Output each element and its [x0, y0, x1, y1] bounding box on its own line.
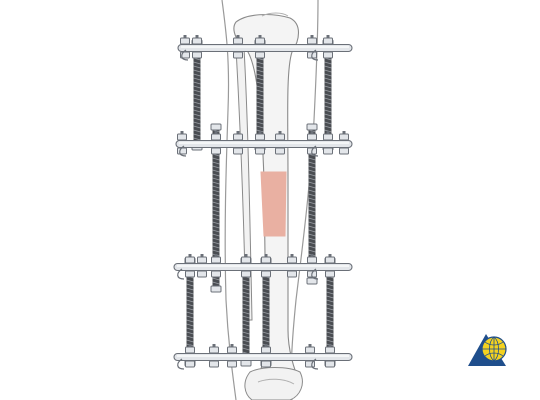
ring-nut [209, 344, 219, 368]
ring-nut [255, 131, 265, 155]
wire-clamp [311, 49, 319, 61]
ring-nut [325, 254, 335, 278]
threaded-rods [184, 39, 336, 367]
ring-nut [180, 35, 190, 59]
ring-nut [339, 131, 349, 155]
fixator-ring [173, 254, 353, 280]
wire-clamp [177, 268, 185, 280]
fixator-rings [173, 35, 353, 370]
wire-clamp [311, 145, 319, 157]
ring-nut [255, 35, 265, 59]
ring-nut [233, 35, 243, 59]
globe-triangle-logo-icon [468, 334, 507, 366]
ring-nut [325, 344, 335, 368]
wire-clamp [181, 49, 189, 61]
ring-nut [211, 254, 221, 278]
wire-clamp [311, 358, 319, 370]
fixator-ring [175, 131, 353, 157]
wire-clamp [179, 145, 187, 157]
fixator-ring [177, 35, 353, 61]
ring-nut [197, 254, 207, 278]
ring-nut [185, 254, 195, 278]
wire-clamp [311, 268, 319, 280]
wire-clamp [177, 358, 185, 370]
bone-defect-highlight [260, 171, 287, 237]
ring-nut [241, 254, 251, 278]
ring-nut [261, 344, 271, 368]
ring-nut [323, 131, 333, 155]
ring-nut [211, 131, 221, 155]
ring-nut [323, 35, 333, 59]
ring-nut [192, 35, 202, 59]
ring-nut [233, 131, 243, 155]
ring-nut [227, 344, 237, 368]
ring-nut [275, 131, 285, 155]
ring-nut [185, 344, 195, 368]
fixator-ring [173, 344, 353, 370]
ring-nut [261, 254, 271, 278]
fibula-bone [235, 47, 253, 321]
ring-nut [287, 254, 297, 278]
